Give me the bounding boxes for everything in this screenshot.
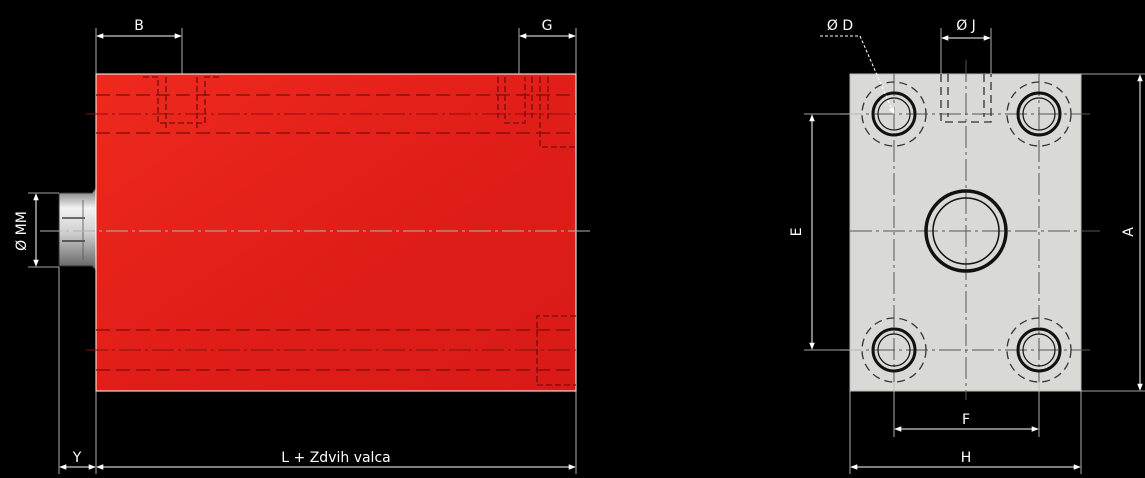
label-d: Ø D — [827, 18, 853, 34]
end-view: Ø D Ø J E A F — [789, 18, 1145, 474]
dimension-d: Ø D — [820, 18, 895, 115]
label-j: Ø J — [956, 18, 976, 34]
port-j-hidden — [940, 74, 992, 123]
dimension-g: G — [518, 18, 577, 74]
label-b: B — [134, 18, 144, 34]
dimension-h: H — [849, 391, 1082, 474]
label-e: E — [789, 228, 805, 237]
dimension-e: E — [789, 113, 862, 351]
side-view: B G Ø MM Y L + Zdvih valca — [14, 18, 590, 474]
label-mm: Ø MM — [14, 211, 30, 251]
rod-bore — [924, 189, 1008, 273]
mounting-hole-top-left — [861, 81, 927, 147]
cylinder-body — [95, 73, 577, 392]
dimension-b: B — [95, 18, 183, 74]
hidden-lines-top — [86, 76, 576, 148]
dimension-a: A — [1081, 73, 1145, 392]
label-f: F — [962, 412, 970, 428]
label-y: Y — [72, 450, 82, 466]
label-g: G — [542, 18, 553, 34]
piston-rod — [58, 185, 98, 273]
label-a: A — [1121, 227, 1137, 237]
hidden-lines-bottom — [86, 315, 576, 386]
dimension-mm: Ø MM — [14, 192, 59, 268]
mounting-hole-bottom-right — [1006, 317, 1072, 383]
label-length: L + Zdvih valca — [281, 450, 390, 466]
dimension-length: Y L + Zdvih valca — [58, 267, 577, 474]
mounting-hole-bottom-left — [861, 317, 927, 383]
mounting-hole-top-right — [1006, 81, 1072, 147]
dimension-j: Ø J — [940, 18, 992, 74]
dimension-f: F — [893, 382, 1040, 437]
label-h: H — [961, 450, 972, 466]
